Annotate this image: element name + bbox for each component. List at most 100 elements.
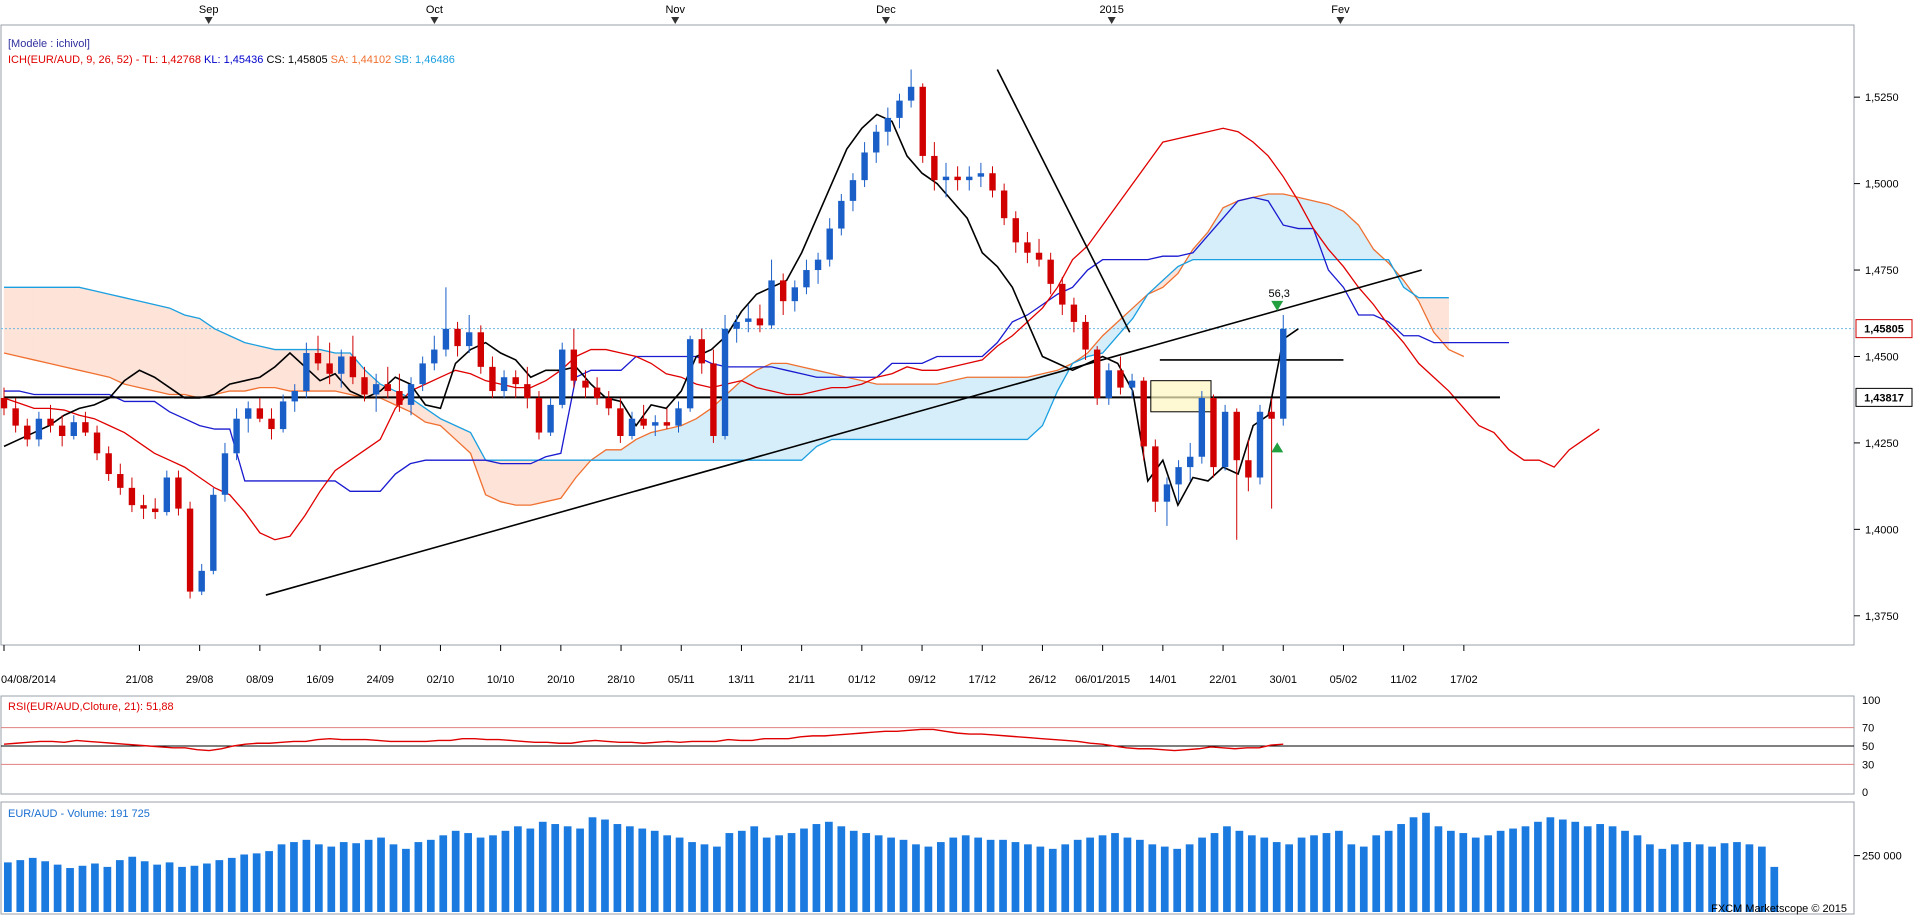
price-tick-label: 1,4000 (1865, 524, 1899, 536)
cloud-segment (214, 328, 230, 395)
candle-body (117, 474, 124, 488)
date-tick-label: 13/11 (728, 674, 755, 686)
rsi-series-line (3, 728, 1284, 752)
candle-body (372, 384, 380, 395)
candle-body (605, 397, 612, 409)
candle-body (0, 397, 8, 409)
cloud-segment (48, 287, 65, 368)
month-label: 2015 (1099, 4, 1123, 16)
cloud-segment (861, 380, 878, 440)
cloud-segment (966, 376, 983, 440)
candle-body (652, 422, 659, 426)
price-tick-label: 1,4250 (1865, 438, 1899, 450)
volume-bar (1136, 839, 1144, 912)
volume-bar (476, 837, 485, 912)
volume-bar (675, 837, 684, 912)
volume-bar (1160, 846, 1169, 912)
volume-bar (1571, 821, 1580, 912)
volume-bar (1596, 824, 1604, 912)
ichimoku-lines (3, 113, 1600, 541)
volume-bar (1558, 819, 1567, 912)
indicator-value: SB: 1,46486 (391, 54, 455, 66)
candle-body (1163, 484, 1171, 502)
volume-label: EUR/AUD - Volume: 191 725 (8, 808, 150, 820)
cloud-segment (33, 287, 50, 364)
candle-body (233, 418, 240, 454)
volume-bar (265, 851, 273, 912)
candle-body (512, 377, 519, 385)
volume-bar (1733, 842, 1741, 912)
cloud-segment (124, 297, 140, 388)
candle-body (326, 363, 333, 374)
volume-bar (364, 839, 373, 912)
date-tick-label: 30/01 (1269, 674, 1297, 686)
cloud-segment (801, 366, 817, 461)
cloud-segment (184, 314, 200, 399)
volume-bar (713, 846, 721, 912)
candle-body (489, 366, 496, 392)
indicator-value: CS: 1,45805 (263, 54, 327, 66)
volume-bar (650, 830, 659, 912)
volume-bar (414, 842, 423, 912)
date-tick-label: 02/10 (427, 674, 455, 686)
volume-bar (190, 865, 199, 912)
volume-bar (1484, 835, 1493, 912)
month-label: Oct (426, 4, 443, 16)
candle-body (559, 349, 566, 405)
candle-body (1198, 397, 1206, 457)
cloud-segment (831, 373, 848, 440)
price-pane: 56,3 1,3750 1,4000 1,4250 1,4500 1,4750 1,500… (0, 4, 1913, 686)
volume-bar (439, 835, 448, 912)
volume-bar (1397, 824, 1405, 912)
candle-body (838, 200, 845, 229)
cloud-segment (3, 287, 20, 357)
volume-bar (961, 835, 970, 912)
volume-bar (352, 843, 361, 912)
volume-bar (825, 821, 833, 912)
volume-bar (837, 826, 846, 912)
cloud-segment (18, 287, 35, 361)
volume-bar (91, 863, 99, 912)
candle-body (1093, 349, 1101, 398)
candle-body (407, 384, 415, 405)
price-tick-label: 1,5250 (1865, 92, 1899, 104)
volume-bar (1086, 837, 1094, 912)
candle-body (942, 176, 950, 181)
volume-bar (4, 862, 12, 912)
candle-body (663, 422, 671, 426)
volume-bar (1422, 812, 1430, 912)
volume-bar (800, 828, 808, 912)
indicator-value: TL: 1,42768 (139, 54, 201, 66)
volume-bar (1658, 848, 1667, 912)
candle-body (989, 173, 996, 191)
volume-bars (4, 812, 1779, 912)
volume-bar (1646, 844, 1654, 912)
volume-bar (128, 856, 137, 912)
volume-bar (750, 826, 759, 912)
volume-bar (514, 826, 522, 912)
candle-body (1117, 370, 1124, 388)
volume-bar (451, 830, 460, 912)
volume-bar (1297, 837, 1306, 912)
cloud-segment (545, 459, 562, 503)
volume-bar (227, 857, 236, 912)
candle-body (279, 401, 287, 430)
candle-body (1000, 190, 1008, 219)
indicator-value: KL: 1,45436 (201, 54, 263, 66)
volume-bar (849, 830, 858, 912)
candle-body (303, 353, 310, 392)
volume-bar (538, 821, 547, 912)
rsi-label: RSI(EUR/AUD,Cloture, 21): 51,88 (8, 701, 174, 713)
candle-body (524, 384, 531, 398)
volume-bar (16, 860, 25, 912)
volume-bar (936, 842, 945, 912)
volume-bar (725, 833, 734, 912)
cloud-segment (199, 317, 215, 399)
month-marker-icon (1336, 17, 1345, 24)
volume-bar (1608, 826, 1617, 912)
volume-bar (862, 833, 871, 912)
rsi-tick-label: 50 (1862, 741, 1874, 753)
volume-bar (215, 860, 224, 912)
indicator-values: ICH(EUR/AUD, 9, 26, 52) - TL: 1,42768 KL… (8, 54, 455, 66)
